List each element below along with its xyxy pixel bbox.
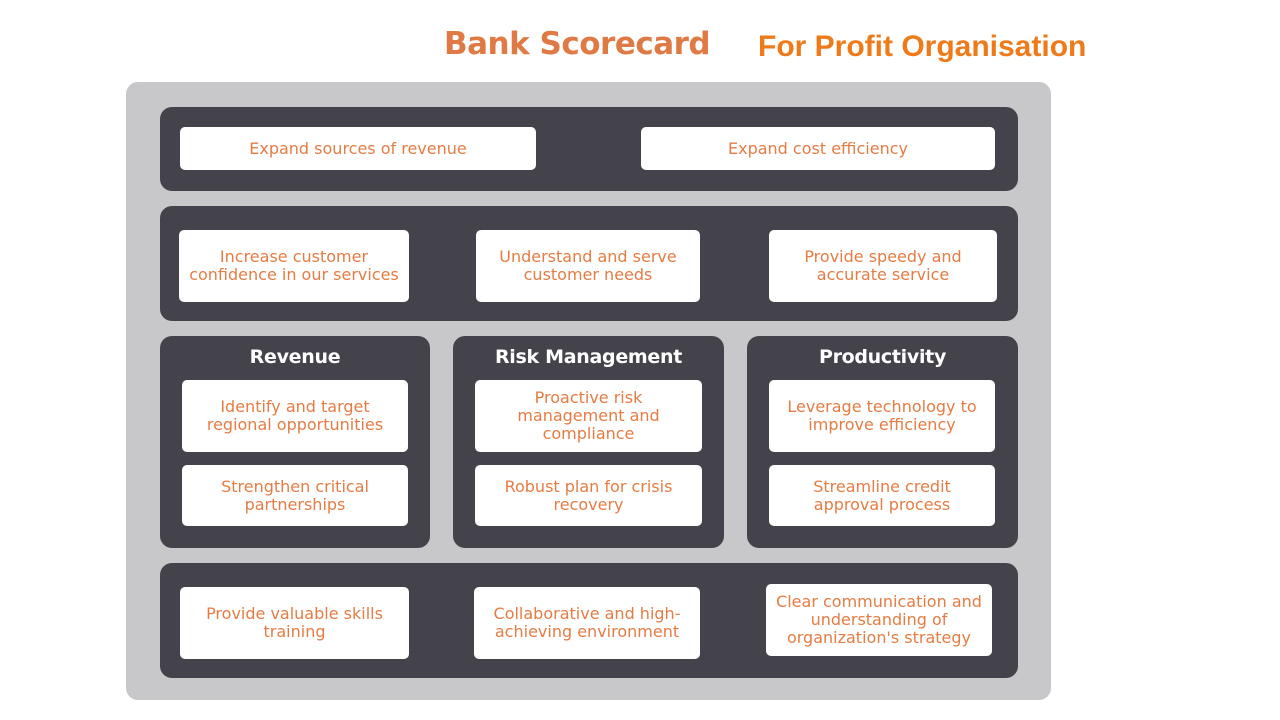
learning-objective: Collaborative and high-achieving environ… bbox=[474, 587, 700, 659]
financial-objective: Expand sources of revenue bbox=[180, 127, 536, 170]
process-objective: Proactive risk management and compliance bbox=[475, 380, 702, 452]
financial-panel: Expand sources of revenue Expand cost ef… bbox=[160, 107, 1018, 191]
customer-objective: Understand and serve customer needs bbox=[476, 230, 700, 302]
column-heading: Productivity bbox=[818, 346, 947, 368]
process-column-revenue: Revenue Identify and target regional opp… bbox=[160, 336, 430, 548]
column-heading: Risk Management bbox=[494, 346, 683, 368]
process-objective: Identify and target regional opportuniti… bbox=[182, 380, 408, 452]
process-objective: Robust plan for crisis recovery bbox=[475, 465, 702, 526]
process-column-risk-management: Risk Management Proactive risk managemen… bbox=[453, 336, 724, 548]
process-column-productivity: Productivity Leverage technology to impr… bbox=[747, 336, 1018, 548]
learning-panel: Provide valuable skills training Collabo… bbox=[160, 563, 1018, 678]
page-subtitle: For Profit Organisation bbox=[758, 30, 1087, 63]
learning-objective: Provide valuable skills training bbox=[180, 587, 409, 659]
customer-objective: Provide speedy and accurate service bbox=[769, 230, 997, 302]
column-heading: Revenue bbox=[249, 346, 341, 368]
learning-objective: Clear communication and understanding of… bbox=[766, 584, 992, 656]
process-objective: Strengthen critical partnerships bbox=[182, 465, 408, 526]
page-title: Bank Scorecard bbox=[444, 26, 711, 62]
customer-objective: Increase customer confidence in our serv… bbox=[179, 230, 409, 302]
customer-panel: Increase customer confidence in our serv… bbox=[160, 206, 1018, 321]
process-objective: Leverage technology to improve efficienc… bbox=[769, 380, 995, 452]
process-objective: Streamline credit approval process bbox=[769, 465, 995, 526]
financial-objective: Expand cost efficiency bbox=[641, 127, 995, 170]
